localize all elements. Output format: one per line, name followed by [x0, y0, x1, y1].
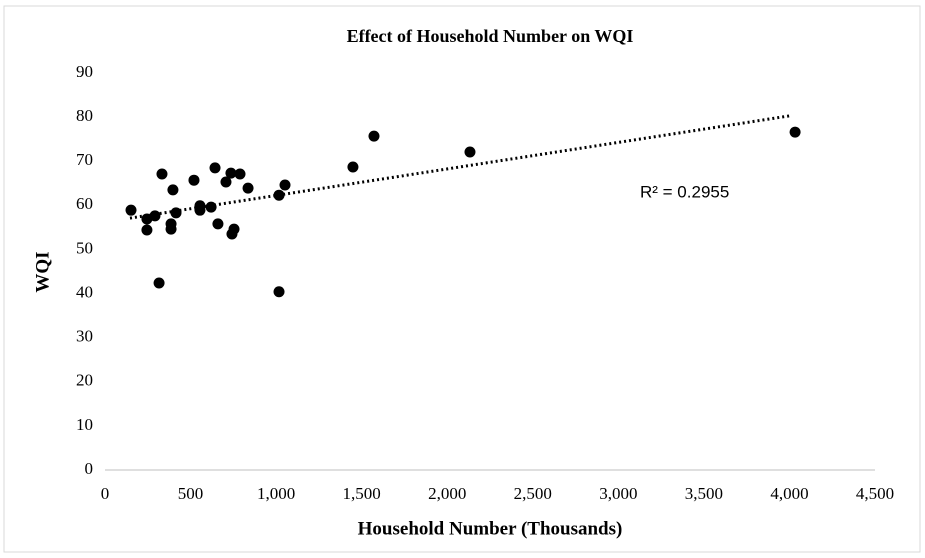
x-tick-label: 4,000	[770, 484, 808, 503]
data-point	[194, 204, 206, 216]
data-point	[464, 146, 476, 158]
data-point	[273, 286, 285, 298]
data-point	[209, 162, 221, 174]
data-point	[141, 224, 153, 236]
data-point	[165, 223, 177, 235]
data-point	[167, 184, 179, 196]
y-axis-title: WQI	[32, 251, 53, 292]
x-tick-label: 1,000	[257, 484, 295, 503]
data-point	[242, 182, 254, 194]
data-point	[149, 210, 161, 222]
data-point	[170, 207, 182, 219]
data-point	[789, 126, 801, 138]
y-tick-label: 0	[85, 459, 94, 478]
data-point	[234, 168, 246, 180]
y-tick-label: 60	[76, 194, 93, 213]
y-tick-label: 90	[76, 62, 93, 81]
x-tick-label: 2,000	[428, 484, 466, 503]
y-tick-label: 80	[76, 106, 93, 125]
x-tick-label: 3,500	[685, 484, 723, 503]
data-point	[279, 179, 291, 191]
y-tick-label: 30	[76, 327, 93, 346]
data-point	[205, 201, 217, 213]
x-axis-title: Household Number (Thousands)	[358, 518, 623, 539]
y-tick-label: 50	[76, 238, 93, 257]
x-tick-label: 2,500	[514, 484, 552, 503]
data-point	[225, 167, 237, 179]
data-point	[368, 130, 380, 142]
data-point	[347, 161, 359, 173]
y-tick-label: 40	[76, 282, 93, 301]
x-tick-label: 1,500	[343, 484, 381, 503]
chart-title: Effect of Household Number on WQI	[347, 26, 634, 46]
x-tick-label: 3,000	[599, 484, 637, 503]
data-point	[228, 223, 240, 235]
data-point	[220, 176, 232, 188]
data-point	[273, 189, 285, 201]
data-point	[188, 174, 200, 186]
y-tick-label: 70	[76, 150, 93, 169]
data-point	[125, 204, 137, 216]
r-squared-annotation: R² = 0.2955	[640, 182, 729, 201]
x-tick-label: 500	[178, 484, 204, 503]
x-tick-label: 4,500	[856, 484, 894, 503]
data-point	[153, 277, 165, 289]
y-tick-label: 20	[76, 371, 93, 390]
data-point	[212, 218, 224, 230]
y-tick-label: 10	[76, 415, 93, 434]
x-tick-label: 0	[101, 484, 110, 503]
data-point	[156, 168, 168, 180]
trendline	[129, 114, 791, 220]
